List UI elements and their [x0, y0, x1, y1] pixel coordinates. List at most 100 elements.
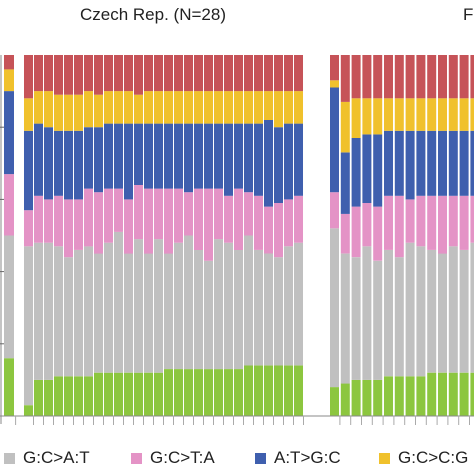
bar-segment [144, 123, 153, 189]
bar-segment [330, 87, 339, 193]
bar-segment [154, 123, 163, 189]
bar-segment [459, 98, 469, 131]
bar-segment [330, 228, 339, 388]
bar-segment [394, 130, 404, 196]
bar-segment [340, 55, 350, 102]
bar-segment [154, 55, 163, 92]
bar-segment [254, 365, 263, 416]
bar-segment [124, 123, 133, 200]
bar-segment [214, 91, 223, 124]
bar-segment [104, 91, 113, 124]
bar-segment [44, 55, 53, 92]
bar-segment [144, 55, 153, 92]
bar-segment [204, 369, 213, 416]
bar-segment [4, 174, 14, 236]
bar-segment [284, 123, 293, 200]
bar-segment [340, 383, 350, 416]
bar-segment [427, 98, 437, 131]
bar-segment [448, 372, 458, 416]
bar-segment [34, 242, 43, 380]
bar-segment [373, 260, 383, 380]
bar-segment [438, 98, 447, 131]
bar-segment [351, 55, 361, 99]
legend-label: G:C>C:G [398, 448, 469, 467]
bar-segment [164, 91, 173, 124]
bar-segment [34, 379, 43, 416]
bar-segment [94, 55, 103, 95]
bar-segment [134, 94, 143, 124]
bar-segment [373, 98, 383, 135]
bar-segment [234, 55, 243, 92]
bar-segment [24, 98, 33, 131]
bar-segment [204, 91, 213, 124]
bar-segment [74, 249, 83, 377]
bar-segment [264, 206, 273, 254]
bar-segment [224, 91, 233, 124]
legend-label: A:T>G:C [274, 448, 341, 467]
bar-segment [459, 372, 469, 416]
bar-segment [224, 242, 233, 369]
bar-segment [104, 242, 113, 373]
bar-segment [274, 365, 283, 416]
bar-segment [84, 376, 93, 416]
bar-segment [44, 379, 53, 416]
bar-segment [448, 195, 458, 247]
bar-segment [362, 246, 372, 380]
bar-segment [384, 98, 393, 131]
bar-segment [174, 123, 183, 189]
bar-segment [438, 253, 447, 373]
bar-segment [124, 372, 133, 416]
bar-segment [214, 239, 223, 370]
bar-segment [164, 253, 173, 369]
bar-segment [214, 369, 223, 416]
bar-segment [184, 55, 193, 92]
bar-segment [94, 127, 103, 193]
legend-item: A:T>G:C [255, 448, 341, 468]
bar-segment [427, 372, 437, 416]
bar-segment [214, 188, 223, 240]
bar-segment [74, 55, 83, 95]
bar-segment [284, 55, 293, 92]
bar-segment [470, 98, 474, 131]
bar-segment [144, 372, 153, 416]
bar-segment [154, 188, 163, 240]
bar-segment [340, 152, 350, 214]
bar-segment [384, 249, 393, 377]
bar-segment [84, 188, 93, 247]
bar-segment [244, 91, 253, 124]
bar-segment [124, 91, 133, 124]
bar-segment [4, 91, 14, 175]
bar-segment [284, 246, 293, 366]
bar-segment [459, 130, 469, 196]
bar-segment [416, 246, 426, 377]
bar-segment [134, 372, 143, 416]
bar-segment [405, 130, 415, 200]
bar-segment [64, 376, 73, 416]
bar-segment [294, 55, 303, 92]
bar-segment [34, 55, 43, 92]
bar-segment [294, 365, 303, 416]
bar-segment [44, 127, 53, 200]
bar-segment [24, 130, 33, 211]
bar-segment [4, 235, 14, 359]
bar-segment [124, 253, 133, 373]
legend-swatch [379, 452, 390, 464]
bar-segment [194, 188, 203, 250]
bar-segment [114, 55, 123, 92]
bar-segment [4, 69, 14, 92]
bar-segment [164, 123, 173, 189]
bar-segment [234, 249, 243, 369]
bar-segment [340, 253, 350, 384]
bar-segment [427, 195, 437, 250]
bar-segment [74, 130, 83, 200]
bar-segment [362, 203, 372, 247]
bar-segment [438, 195, 447, 254]
bar-segment [44, 199, 53, 243]
bar-segment [214, 123, 223, 189]
bar-segment [427, 130, 437, 196]
bar-segment [416, 195, 426, 247]
bar-segment [234, 91, 243, 124]
bar-segment [416, 376, 426, 416]
bar-segment [254, 91, 263, 124]
bar-segment [194, 55, 203, 92]
